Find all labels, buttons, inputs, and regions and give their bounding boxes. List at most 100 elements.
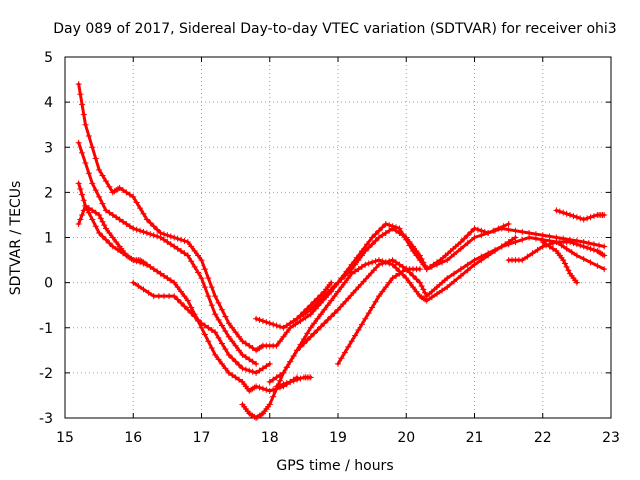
data-point xyxy=(420,286,427,293)
data-point xyxy=(147,263,154,270)
data-point xyxy=(229,324,236,331)
data-point xyxy=(335,360,341,367)
series-track-1 xyxy=(75,81,266,354)
data-point xyxy=(77,185,84,192)
data-point xyxy=(490,227,497,234)
data-point xyxy=(321,320,328,327)
data-point xyxy=(82,160,89,167)
data-point xyxy=(263,319,270,326)
data-point xyxy=(116,184,123,191)
data-point xyxy=(406,279,413,286)
data-point xyxy=(171,293,178,300)
data-point xyxy=(375,234,382,241)
data-point xyxy=(270,393,277,400)
data-point xyxy=(283,329,290,336)
x-tick-label: 16 xyxy=(124,430,142,446)
data-point xyxy=(590,213,597,220)
data-point xyxy=(375,293,382,300)
data-point xyxy=(270,321,277,328)
y-tick-label: 5 xyxy=(44,50,53,66)
data-point xyxy=(236,361,243,368)
data-point xyxy=(498,243,505,250)
data-point xyxy=(120,218,127,225)
data-point xyxy=(85,132,92,139)
data-point xyxy=(471,225,478,232)
data-point xyxy=(89,144,96,151)
data-point xyxy=(573,279,580,286)
data-point xyxy=(433,284,440,291)
data-point xyxy=(212,329,219,336)
data-point xyxy=(256,367,263,374)
data-point xyxy=(468,228,475,235)
data-point xyxy=(160,293,167,300)
data-point xyxy=(410,284,417,291)
data-point xyxy=(208,284,215,291)
data-point xyxy=(587,245,594,252)
data-point xyxy=(372,258,379,265)
data-point xyxy=(505,226,512,233)
data-point xyxy=(386,222,393,229)
data-point xyxy=(171,234,178,241)
series-band xyxy=(336,267,422,366)
data-point xyxy=(218,340,225,347)
data-point xyxy=(276,382,283,389)
data-point xyxy=(451,278,458,285)
data-point xyxy=(393,264,400,271)
data-point xyxy=(563,245,570,252)
data-point xyxy=(343,268,350,275)
data-point xyxy=(256,316,263,323)
data-point xyxy=(570,213,577,220)
data-point xyxy=(225,320,232,327)
data-point xyxy=(442,252,449,259)
data-point xyxy=(99,200,106,207)
data-point xyxy=(324,302,331,309)
data-point xyxy=(133,226,140,233)
data-point xyxy=(160,236,167,243)
data-point xyxy=(167,241,174,248)
data-point xyxy=(302,314,309,321)
data-point xyxy=(80,207,87,214)
data-point xyxy=(201,331,208,338)
data-point xyxy=(437,257,444,264)
data-point xyxy=(208,327,215,334)
data-point xyxy=(365,244,372,251)
data-point xyxy=(208,345,215,352)
data-point xyxy=(287,378,294,385)
data-point xyxy=(457,272,464,279)
data-point xyxy=(171,243,178,250)
data-point xyxy=(474,226,481,233)
data-point xyxy=(393,259,400,266)
data-point xyxy=(96,166,103,173)
data-point xyxy=(178,236,185,243)
data-point xyxy=(82,202,89,209)
data-point xyxy=(259,365,266,372)
data-point xyxy=(99,172,106,179)
data-point xyxy=(150,232,157,239)
data-point xyxy=(280,381,287,388)
series-track-4 xyxy=(75,202,150,268)
data-point xyxy=(191,248,198,255)
data-point xyxy=(130,193,137,200)
data-point xyxy=(561,260,568,267)
x-axis-label: GPS time / hours xyxy=(276,458,393,474)
data-point xyxy=(338,284,345,291)
data-point xyxy=(215,316,222,323)
data-point xyxy=(246,367,253,374)
data-point xyxy=(360,278,367,285)
data-point xyxy=(567,211,574,218)
data-point xyxy=(154,233,161,240)
data-point xyxy=(167,277,174,284)
data-point xyxy=(96,193,103,200)
data-point xyxy=(273,383,280,390)
data-point xyxy=(444,275,451,282)
data-point xyxy=(549,240,556,247)
data-point xyxy=(382,284,389,291)
data-point xyxy=(300,336,307,343)
series-track-14 xyxy=(553,207,608,223)
data-point xyxy=(195,252,202,259)
data-point xyxy=(109,234,116,241)
data-point xyxy=(102,207,109,214)
series-track-10 xyxy=(273,374,314,390)
data-point xyxy=(96,211,103,218)
